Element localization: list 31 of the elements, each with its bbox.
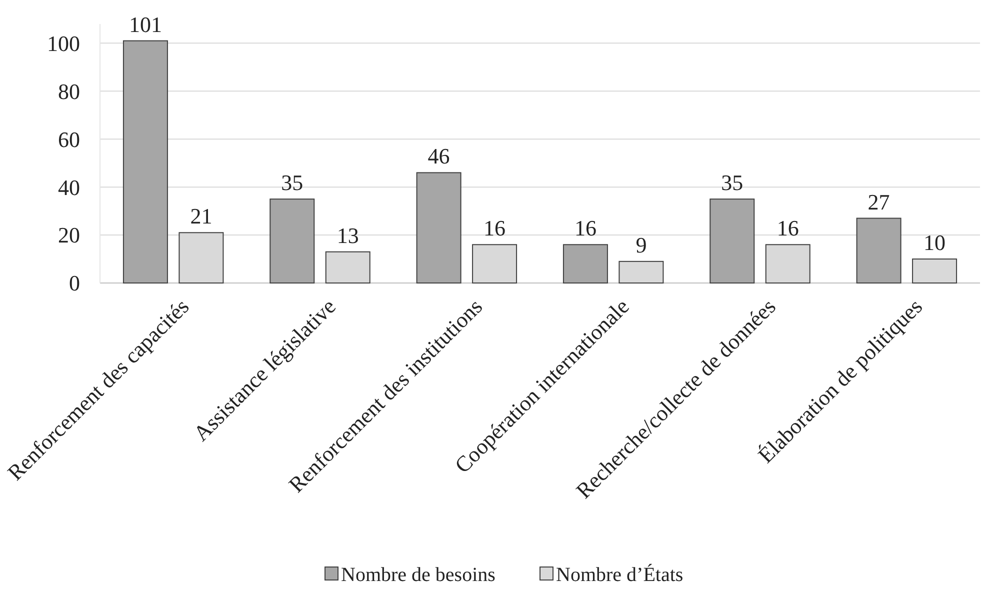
y-tick-label: 60	[58, 126, 80, 152]
y-tick-label: 80	[58, 78, 80, 104]
bar	[472, 244, 518, 284]
data-label: 35	[281, 170, 304, 196]
bar	[416, 172, 462, 284]
bar	[562, 244, 608, 284]
data-label: 21	[190, 204, 212, 229]
legend-label: Nombre d’États	[556, 563, 684, 586]
data-label: 101	[128, 12, 162, 37]
bar	[765, 244, 810, 284]
y-tick-label: 0	[69, 270, 80, 296]
bar	[270, 198, 315, 284]
bar	[710, 198, 755, 284]
legend-label: Nombre de besoins	[341, 564, 496, 586]
data-label: 46	[428, 144, 450, 169]
bar	[912, 258, 958, 284]
data-label: 16	[484, 216, 506, 241]
y-tick-label: 40	[58, 174, 80, 200]
y-tick-label: 100	[47, 30, 80, 56]
data-label: 10	[924, 230, 946, 256]
bar	[325, 251, 370, 284]
data-label: 13	[336, 222, 359, 248]
bar	[122, 40, 168, 284]
data-label: 35	[721, 170, 744, 196]
bar	[856, 218, 902, 284]
y-tick-label: 20	[58, 222, 80, 248]
data-label: 16	[574, 216, 596, 241]
data-label: 16	[776, 216, 799, 241]
data-label: 27	[868, 189, 890, 214]
data-label: 9	[636, 232, 647, 258]
bar	[618, 260, 664, 284]
